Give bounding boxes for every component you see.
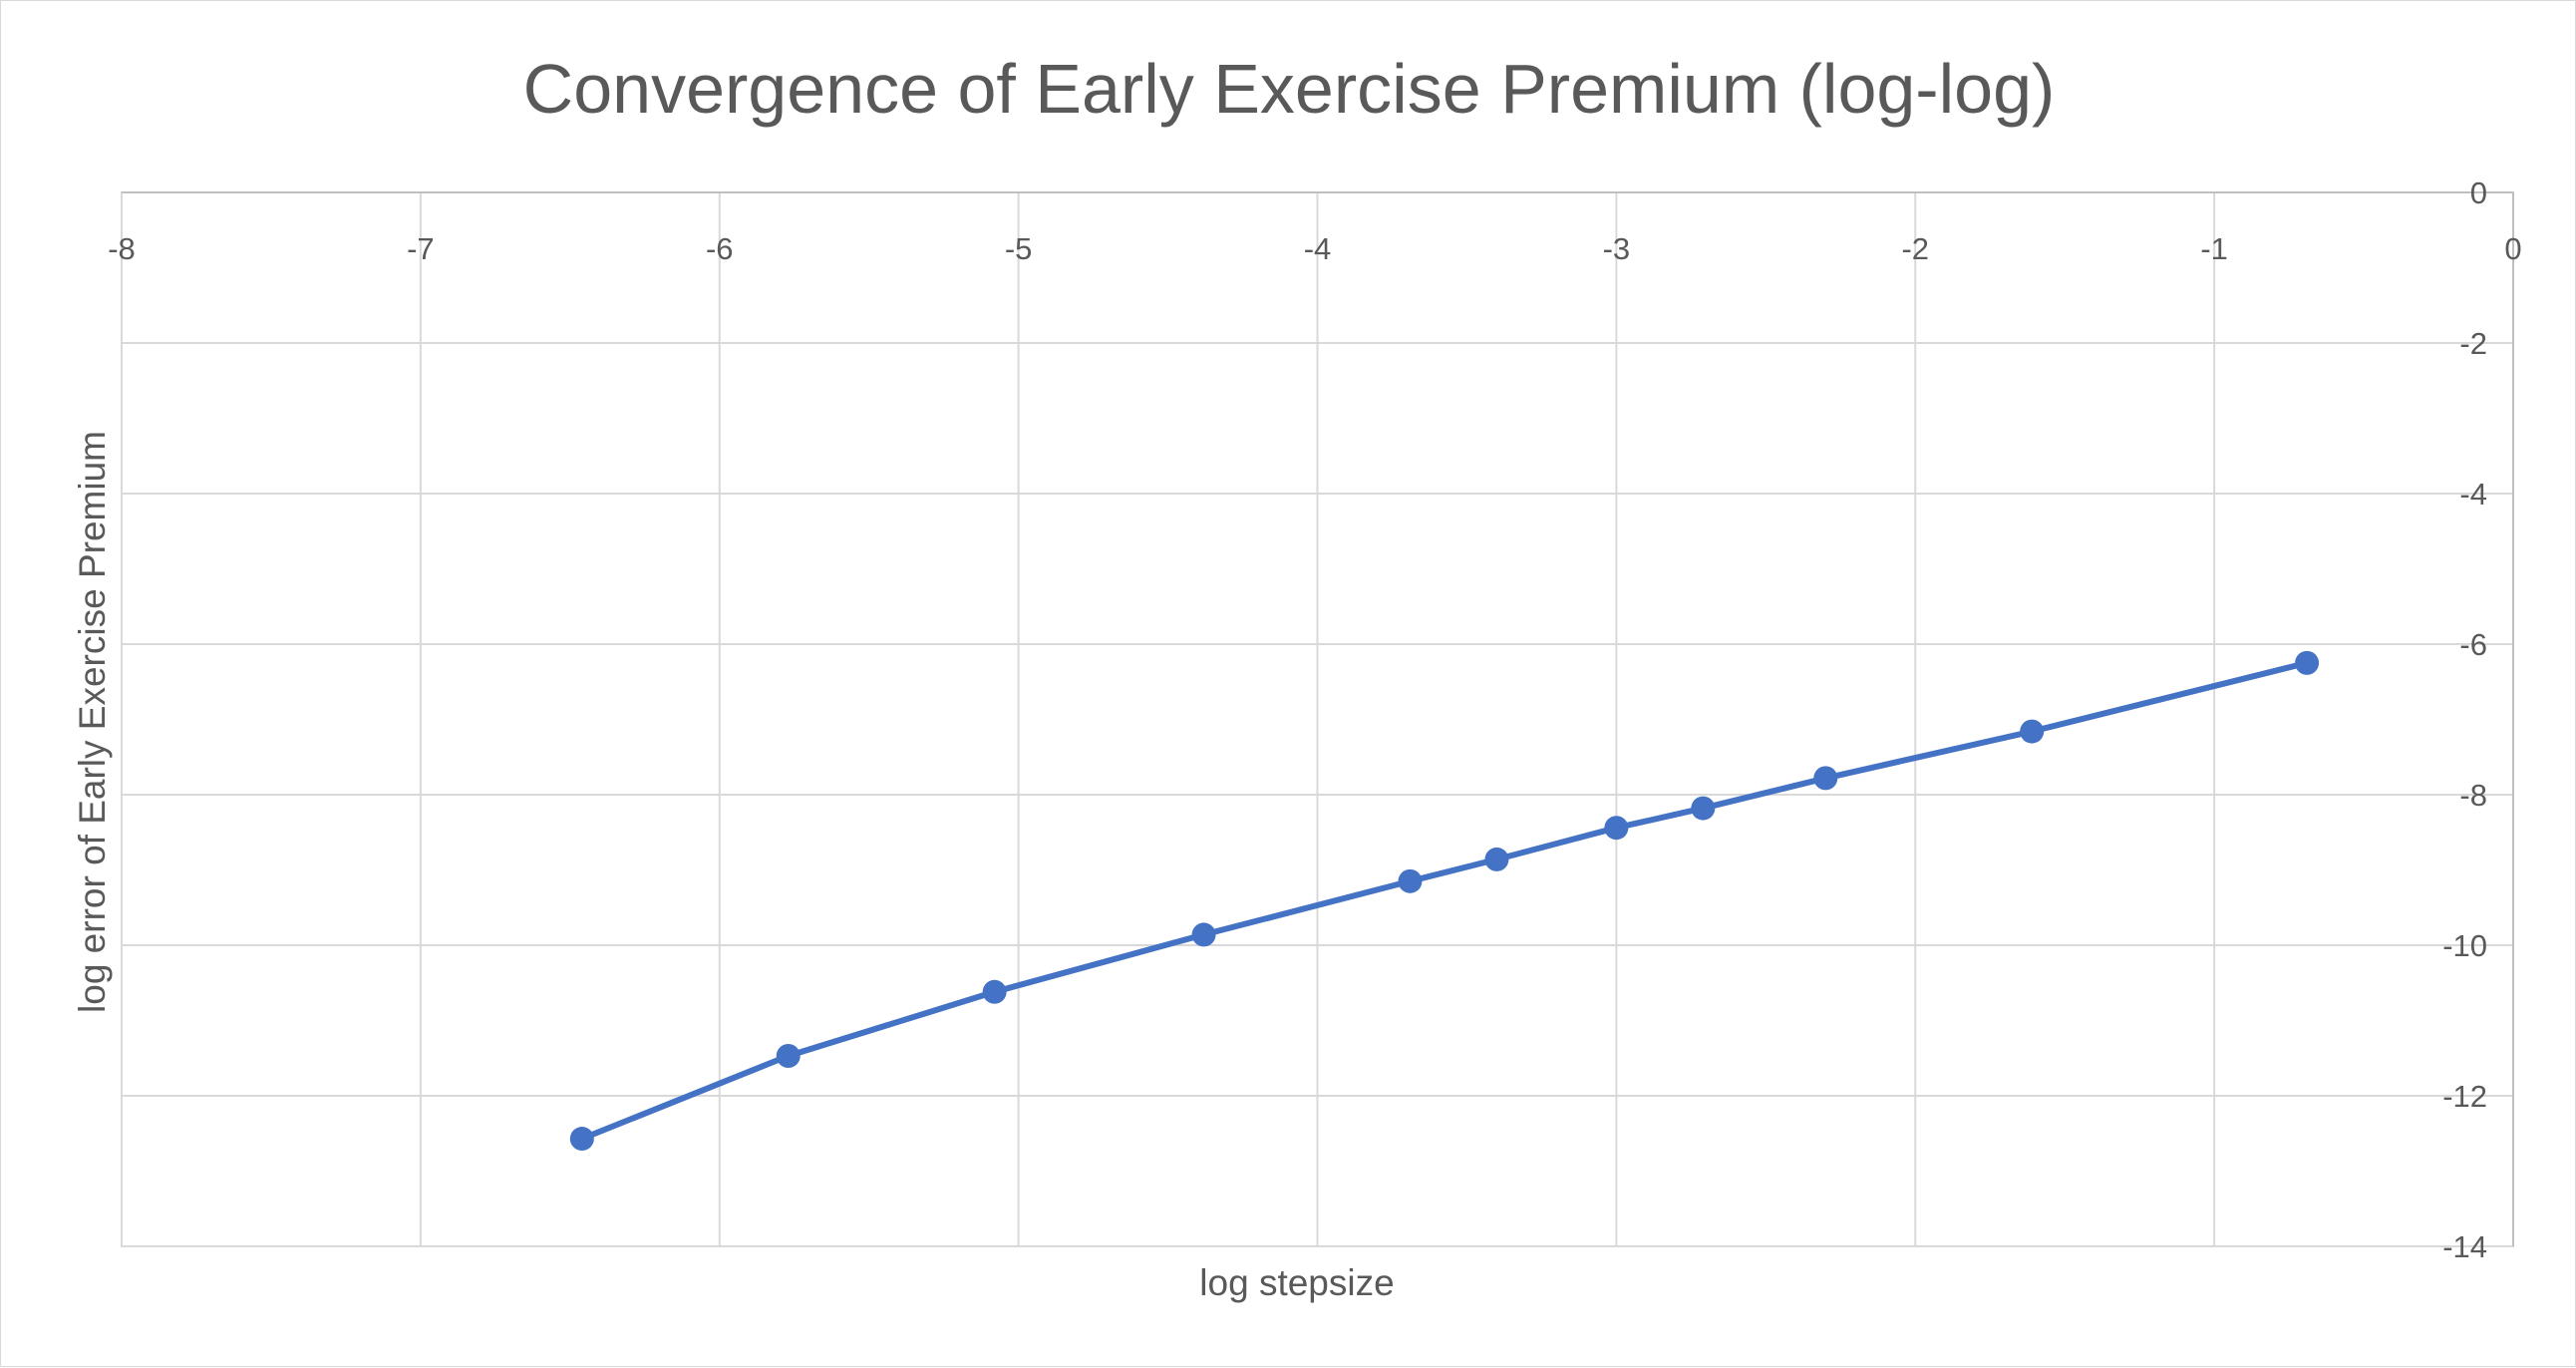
gridlines (121, 191, 2514, 1247)
chart-title: Convergence of Early Exercise Premium (l… (523, 50, 2056, 128)
data-point (1813, 766, 1838, 791)
y-tick-label: -2 (2459, 326, 2487, 361)
y-tick-label: -8 (2459, 778, 2487, 813)
data-point (2020, 719, 2045, 744)
y-axis-title: log error of Early Exercise Premium (72, 431, 113, 1013)
y-tick-label: 0 (2470, 175, 2487, 210)
x-tick-label: -3 (1603, 231, 1631, 266)
y-axis-tick-labels: 0 -2 -4 -6 -8 -10 -12 -14 (2442, 175, 2487, 1264)
x-tick-label: 0 (2504, 231, 2521, 266)
data-point (1398, 868, 1423, 893)
x-tick-label: -7 (407, 231, 435, 266)
x-tick-label: -5 (1005, 231, 1033, 266)
x-axis-tick-labels: -8 -7 -6 -5 -4 -3 -2 -1 0 (108, 231, 2521, 266)
data-point (1691, 796, 1716, 821)
data-point (569, 1127, 594, 1152)
y-tick-label: -6 (2459, 627, 2487, 662)
y-tick-label: -14 (2442, 1229, 2487, 1264)
x-tick-label: -2 (1901, 231, 1929, 266)
y-tick-label: -4 (2459, 477, 2487, 512)
data-point (982, 979, 1007, 1004)
series-layer (569, 650, 2320, 1152)
data-point (1191, 922, 1216, 947)
data-point (776, 1043, 801, 1068)
data-point (1484, 847, 1509, 871)
data-point (2295, 650, 2320, 675)
x-tick-label: -8 (108, 231, 136, 266)
x-tick-label: -6 (706, 231, 734, 266)
x-axis-title: log stepsize (1199, 1262, 1394, 1303)
data-point (1604, 816, 1629, 841)
x-tick-label: -4 (1304, 231, 1332, 266)
series-line (578, 659, 2311, 1142)
axes (122, 191, 2514, 1246)
y-tick-label: -12 (2442, 1079, 2487, 1114)
y-tick-label: -10 (2442, 928, 2487, 963)
x-tick-label: -1 (2200, 231, 2228, 266)
